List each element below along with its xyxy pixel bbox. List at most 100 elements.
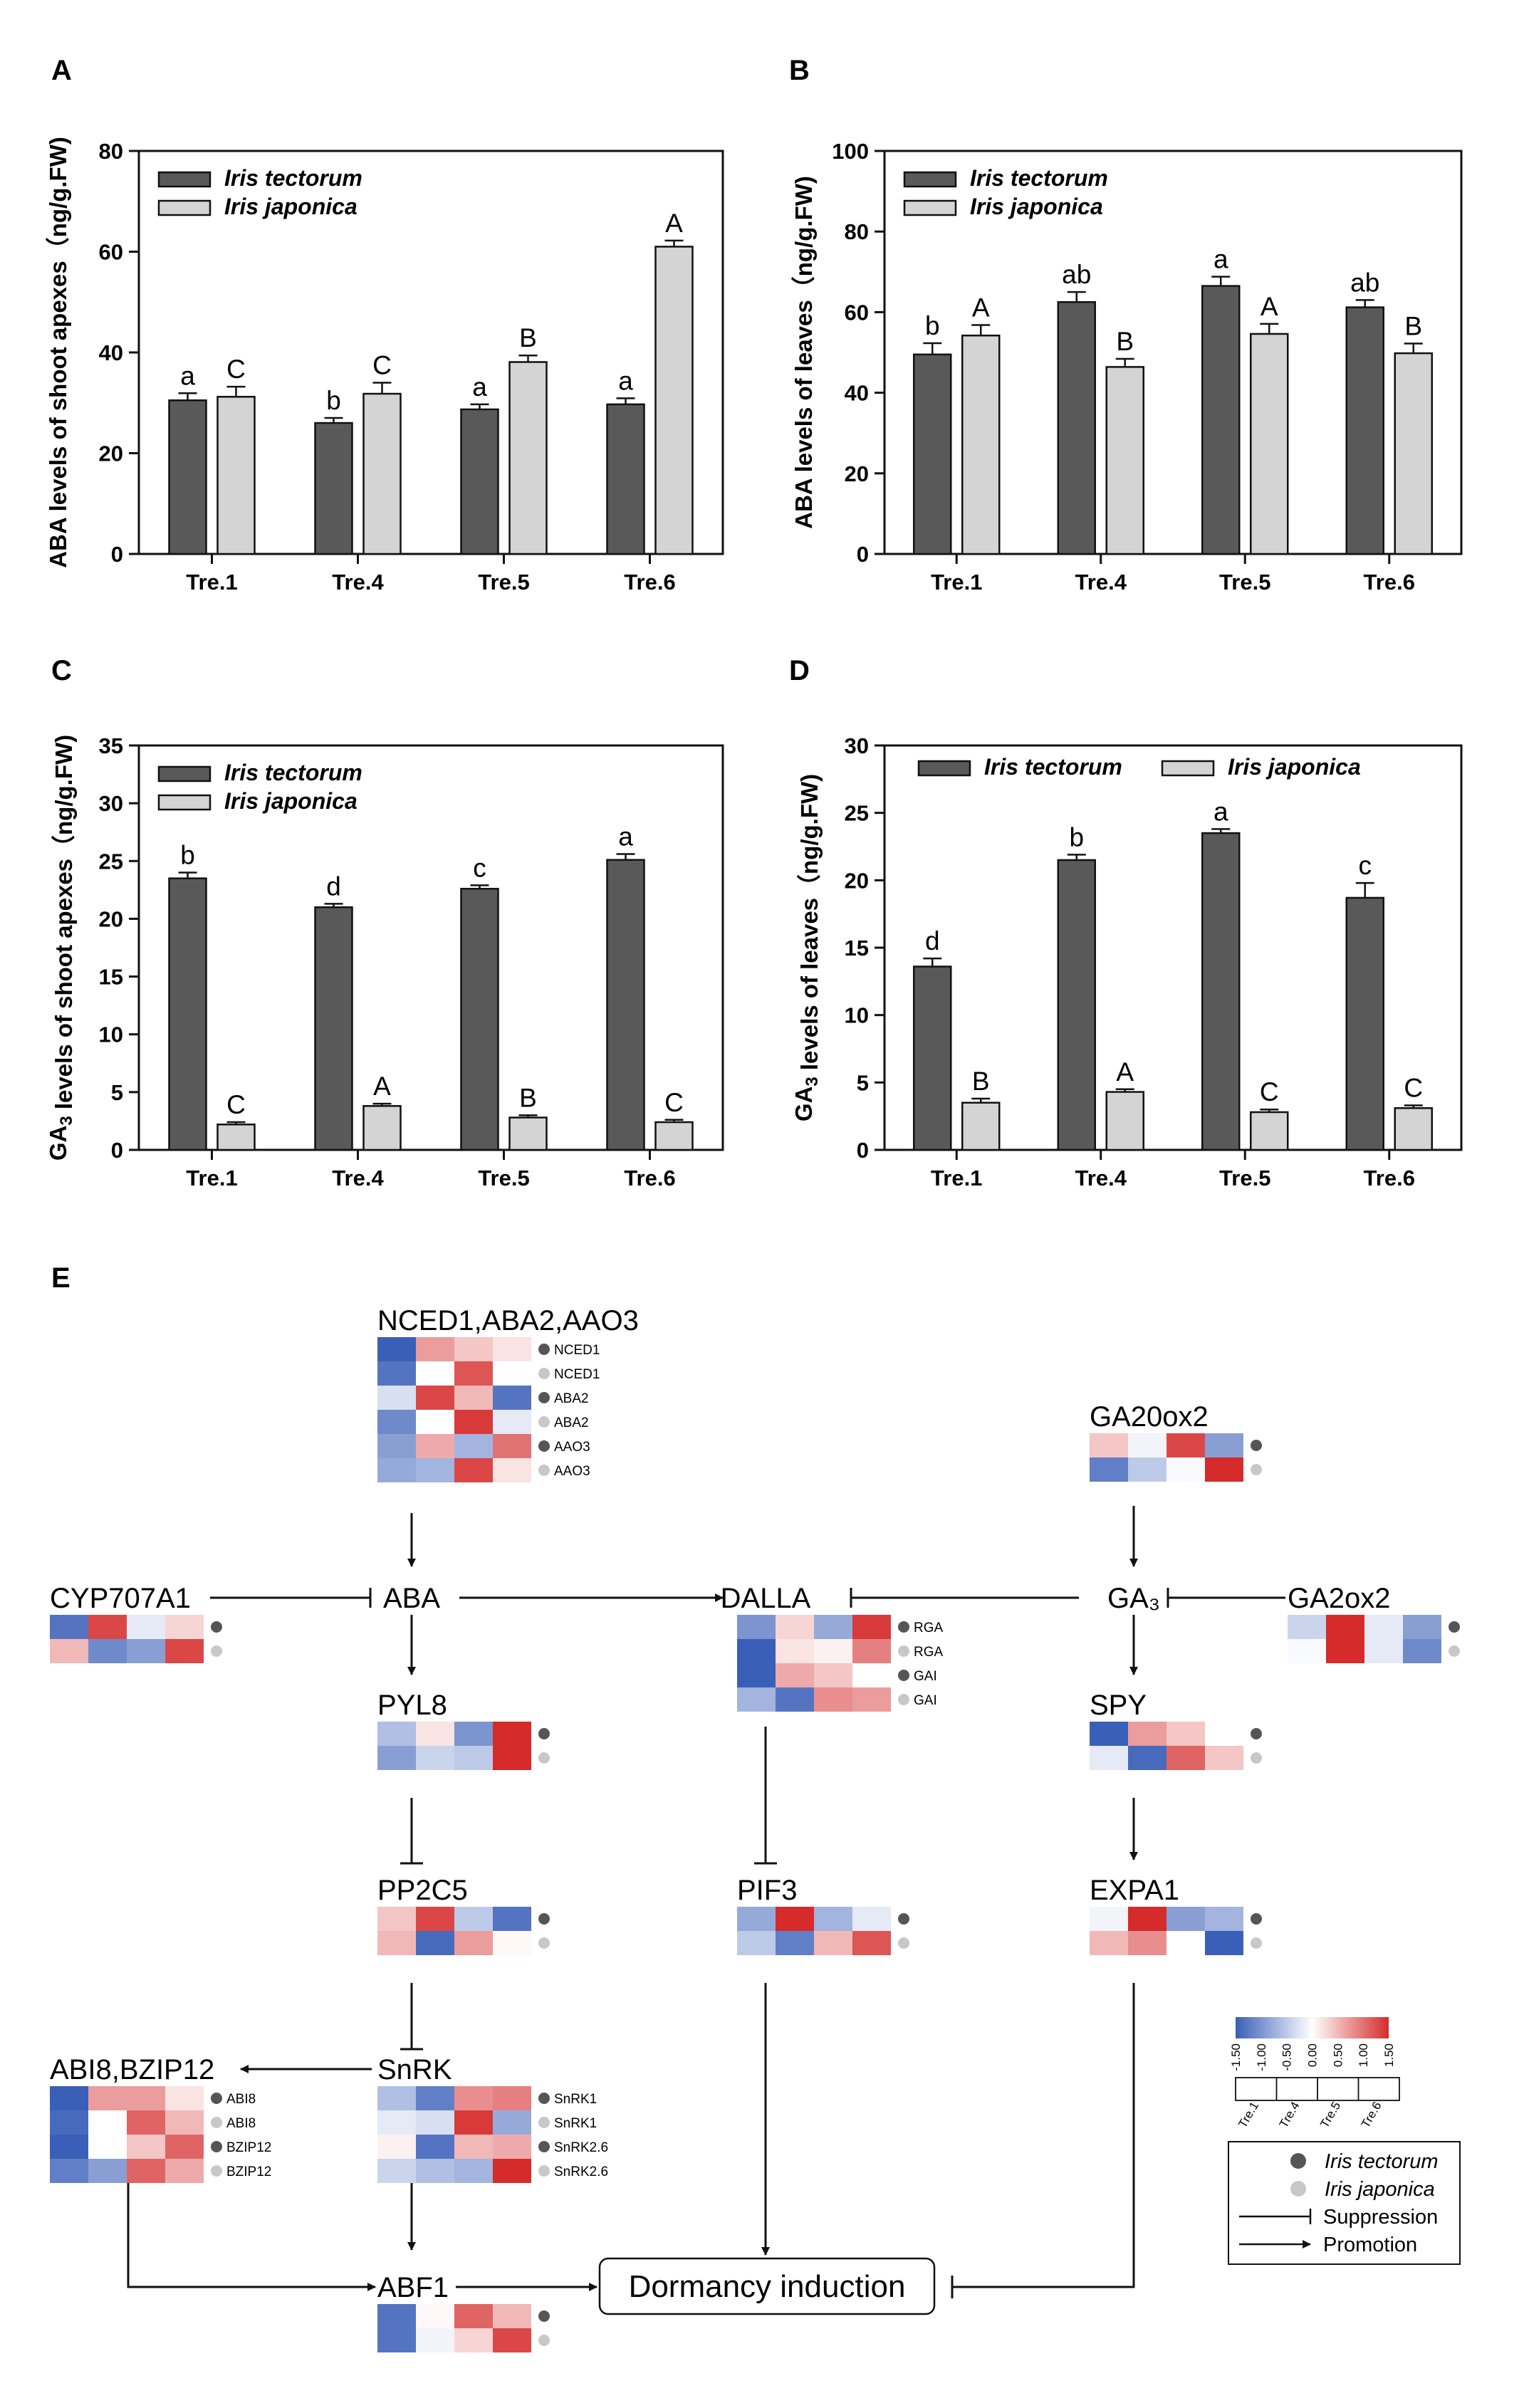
heatmap-cell [454, 1458, 493, 1482]
y-tick-label: 20 [99, 906, 123, 931]
y-tick-label: 30 [845, 733, 869, 758]
heatmap-row-label: NCED1 [554, 1367, 600, 1382]
heatmap-cell [852, 1663, 891, 1687]
heatmap-cell [493, 1722, 531, 1746]
node-label-ga2ox2: GA2ox2 [1288, 1583, 1391, 1614]
heatmap-cell [1326, 1615, 1364, 1639]
bar-iris-japonica-tre-4 [362, 1105, 402, 1151]
chart-panel-c: 0 5 10 15 20 25 30 35 GA3 levels of shoot apexes… [45, 733, 724, 1190]
legend-label: Iris tectorum [224, 165, 362, 191]
heatmap-cell [50, 1639, 88, 1663]
heatmap-cell [127, 2110, 165, 2135]
y-tick-label: 40 [845, 381, 869, 406]
node-label-dalla: DALLA [721, 1583, 811, 1614]
dot-iris-japonica [538, 1752, 550, 1764]
x-tick-label: Tre.6 [624, 1166, 675, 1190]
y-axis-label: ABA levels of leaves（ng/g.FW) [790, 176, 817, 529]
significance-letter: B [1116, 327, 1134, 356]
dot-iris-japonica [211, 1645, 222, 1657]
heatmap-cell [88, 1639, 127, 1663]
y-tick-label: 0 [111, 1138, 123, 1163]
heatmap-row-label: AAO3 [554, 1440, 590, 1455]
node-nced: NCED1,ABA2,AAO3 NCED1 NCED1 ABA2 ABA2 AAO3 AAO… [377, 1305, 639, 1482]
heatmap-row-label: ABI8 [226, 2092, 256, 2107]
node-label-pif3: PIF3 [737, 1875, 797, 1906]
heatmap-cell [814, 1687, 852, 1712]
heatmap-cell [454, 2159, 493, 2183]
heatmap-cell [493, 2086, 531, 2110]
heatmap-cell [1205, 1433, 1243, 1457]
heatmap-cell [1403, 1639, 1441, 1663]
bar-iris-japonica-tre-5 [508, 1116, 548, 1151]
heatmap-cell [416, 1361, 454, 1386]
heatmap-cell [1364, 1615, 1403, 1639]
heatmap-row-label: BZIP12 [226, 2140, 271, 2155]
bar-iris-japonica-tre-4 [1105, 366, 1144, 555]
heatmap-cell [493, 1746, 531, 1770]
significance-letter: a [1214, 245, 1228, 274]
bar-iris-tectorum-tre-1 [168, 399, 207, 555]
y-tick-label: 60 [845, 300, 869, 325]
heatmap-cell [377, 2159, 416, 2183]
dot-iris-japonica [538, 2335, 550, 2346]
heatmap-cell [416, 1746, 454, 1770]
significance-letter: d [925, 926, 940, 956]
dot-iris-tectorum [898, 1670, 909, 1681]
dot-iris-tectorum [538, 2310, 550, 2322]
dot-iris-tectorum [538, 1392, 550, 1403]
dot-iris-japonica [898, 1645, 909, 1657]
heatmap-cell [1205, 1746, 1243, 1770]
y-tick-label: 15 [99, 965, 123, 990]
heatmap-cell [377, 1410, 416, 1434]
y-tick-label: 0 [857, 542, 869, 567]
y-axis-label: GA3 levels of shoot apexes（ng/g.FW) [45, 735, 77, 1161]
bar-iris-japonica-tre-4 [1105, 1091, 1144, 1151]
heatmap-cell [776, 1663, 814, 1687]
legend-label: Iris tectorum [984, 754, 1122, 780]
heatmap-cell [1167, 1457, 1205, 1482]
colorbar-tick-label: -0.50 [1280, 2043, 1294, 2071]
node-label-ga20ox2: GA20ox2 [1090, 1401, 1209, 1433]
significance-letter: A [665, 209, 683, 238]
y-tick-label: 20 [845, 868, 869, 893]
heatmap-cell [1167, 1931, 1205, 1955]
node-label-snrk: SnRK [377, 2054, 452, 2085]
heatmap-cell [1205, 1907, 1243, 1931]
heatmap-cell [1090, 1907, 1128, 1931]
bar-iris-japonica-tre-1 [216, 1124, 256, 1151]
colorbar-tick-label: 1.50 [1382, 2043, 1396, 2067]
heatmap-cell [50, 2135, 88, 2159]
significance-letter: C [1404, 1074, 1423, 1103]
heatmap-cell [737, 1639, 776, 1663]
legend-swatch [157, 199, 212, 216]
heatmap-cell [1090, 1722, 1128, 1746]
node-expa1: EXPA1 [1090, 1875, 1262, 1955]
treatment-key-label: Tre.1 [1236, 2100, 1261, 2130]
heatmap-cell [377, 1746, 416, 1770]
heatmap-cell [454, 1337, 493, 1361]
node-label-expa1: EXPA1 [1090, 1875, 1179, 1906]
heatmap-cell [493, 1434, 531, 1458]
bar-iris-tectorum-tre-1 [913, 965, 952, 1151]
heatmap-cell [416, 1722, 454, 1746]
node-pyl8: PYL8 [377, 1690, 550, 1770]
pathway-diagram: Dormancy induction -1.50 -1.00 -0.50 0.00 0.… [50, 1305, 1461, 2352]
inhibit-expa1-to-dormancy [952, 1983, 1135, 2288]
node-aba: ABA [383, 1583, 440, 1614]
heatmap-cell [454, 1931, 493, 1955]
heatmap-cell [416, 2304, 454, 2328]
node-spy: SPY [1090, 1690, 1262, 1770]
heatmap-cell [88, 2159, 127, 2183]
heatmap-cell [852, 1615, 891, 1639]
heatmap-cell [454, 1434, 493, 1458]
node-ga20ox2: GA20ox2 [1090, 1401, 1262, 1482]
node-label-pyl8: PYL8 [377, 1690, 447, 1721]
heatmap-cell [493, 2159, 531, 2183]
x-tick-label: Tre.5 [478, 1166, 529, 1190]
heatmap-cell [454, 1907, 493, 1931]
heatmap-row-label: SnRK2.6 [554, 2140, 608, 2155]
heatmap-row-label: SnRK2.6 [554, 2164, 608, 2179]
treatment-key-label: Tre.6 [1359, 2100, 1384, 2130]
heatmap-cell [416, 2135, 454, 2159]
y-tick-label: 5 [857, 1070, 869, 1095]
